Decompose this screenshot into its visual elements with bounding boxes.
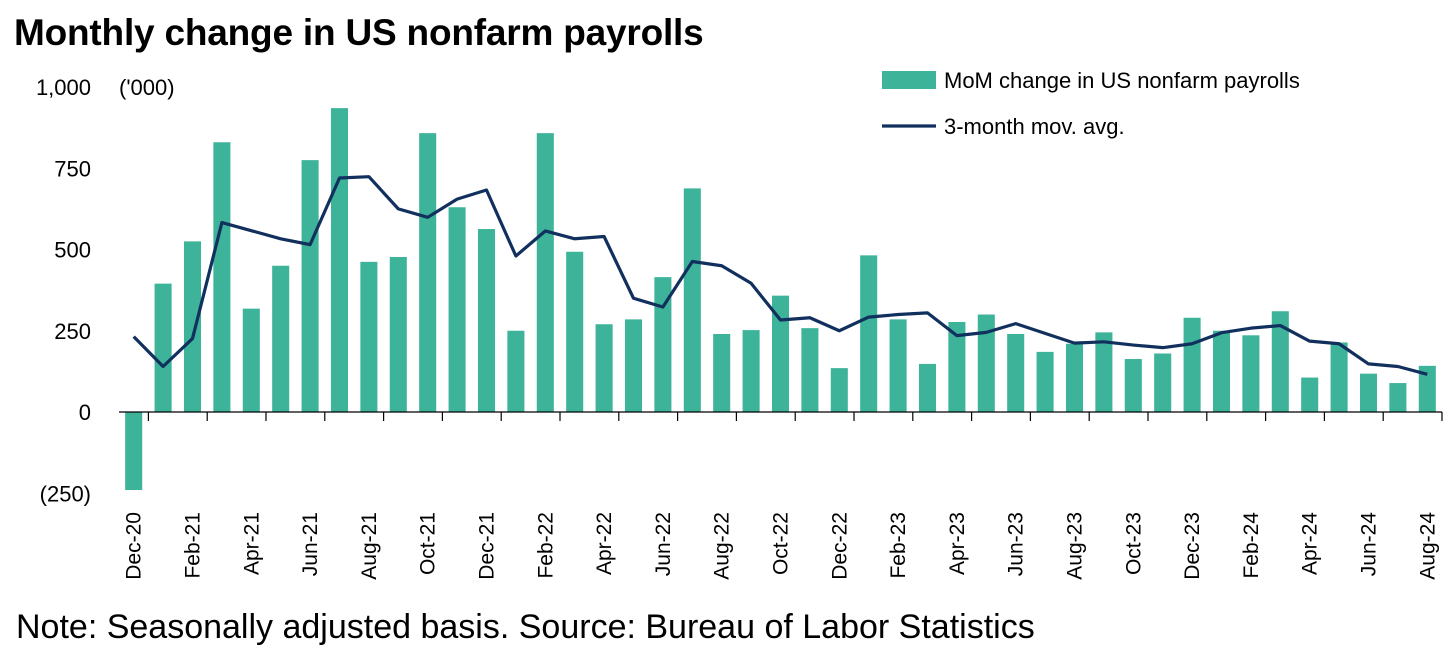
bar-Jan-21	[154, 283, 172, 413]
x-tick-label: Dec-22	[828, 512, 851, 580]
x-tick-label: Apr-24	[1299, 512, 1322, 575]
x-tick-label: Aug-22	[711, 512, 734, 580]
bar-Dec-22	[830, 368, 848, 413]
bar-Jan-22	[507, 330, 525, 412]
bar-Jul-21	[330, 108, 349, 413]
y-tick-label: 1,000	[36, 75, 91, 100]
bar-Dec-21	[477, 229, 496, 412]
bar-Jan-23	[860, 255, 878, 412]
y-tick-label: 250	[54, 319, 91, 344]
x-tick-label: Aug-23	[1064, 512, 1087, 580]
x-tick-label: Oct-23	[1122, 512, 1145, 575]
x-tick-label: Oct-21	[417, 512, 440, 575]
bar-Feb-24	[1242, 335, 1260, 412]
bar-Apr-24	[1301, 377, 1319, 412]
bar-Feb-22	[536, 133, 554, 412]
moving-average-line	[132, 175, 1428, 376]
bar-Mar-22	[566, 251, 584, 412]
y-axis-ticks: (250) 0 250 500 750 1,000 ('000)	[36, 75, 175, 506]
bar-Sep-23	[1095, 332, 1113, 413]
bar-Jul-23	[1036, 351, 1054, 413]
legend-bar-label: MoM change in US nonfarm payrolls	[944, 68, 1300, 93]
x-tick-label: Jun-21	[299, 512, 322, 576]
x-tick-label: Jun-22	[652, 512, 675, 576]
bar-Sep-21	[389, 256, 407, 413]
x-tick-label: Apr-23	[946, 512, 969, 575]
bar-Sep-22	[742, 330, 760, 412]
x-tick-label: Feb-23	[887, 512, 910, 579]
x-tick-label: Apr-21	[240, 512, 263, 575]
x-tick-label: Apr-22	[593, 512, 616, 575]
bar-Mar-24	[1271, 311, 1289, 412]
y-tick-label: 750	[54, 156, 91, 181]
bar-Oct-23	[1124, 359, 1142, 412]
bar-Feb-21	[183, 241, 202, 413]
bar-May-22	[624, 319, 643, 413]
x-tick-label: Dec-23	[1181, 512, 1204, 580]
x-tick-label: Aug-24	[1416, 512, 1439, 580]
line-series	[132, 175, 1428, 376]
bar-May-23	[977, 314, 995, 412]
bar-Feb-23	[889, 319, 907, 413]
bar-series	[125, 108, 1436, 490]
bar-Jun-23	[1007, 334, 1025, 412]
bar-Nov-21	[448, 207, 466, 412]
bar-Nov-23	[1154, 353, 1172, 412]
x-tick-label: Dec-21	[476, 512, 499, 580]
x-tick-label: Jun-24	[1358, 512, 1381, 577]
bar-Oct-22	[771, 295, 790, 412]
bar-Jun-21	[301, 160, 319, 413]
footnote: Note: Seasonally adjusted basis. Source:…	[16, 608, 1035, 646]
bar-Oct-21	[419, 133, 437, 412]
bar-Jul-24	[1389, 383, 1407, 412]
bar-Mar-21	[213, 142, 231, 412]
legend-line-label: 3-month mov. avg.	[944, 114, 1125, 139]
bar-May-21	[272, 265, 290, 412]
x-tick-label: Feb-22	[534, 512, 557, 579]
x-tick-label: Oct-22	[770, 512, 793, 575]
bar-Dec-23	[1183, 317, 1201, 412]
y-tick-label: (250)	[40, 481, 91, 506]
bar-Jan-24	[1212, 330, 1231, 412]
x-tick-label: Feb-21	[182, 512, 205, 579]
bar-Jun-24	[1359, 373, 1378, 412]
y-tick-label: 0	[79, 400, 91, 425]
y-tick-label: 500	[54, 238, 91, 263]
chart-title: Monthly change in US nonfarm payrolls	[14, 12, 704, 53]
bar-Jun-22	[654, 277, 672, 413]
x-tick-label: Feb-24	[1240, 512, 1263, 579]
bar-Aug-21	[360, 261, 378, 412]
bar-Apr-22	[595, 324, 613, 412]
bar-Aug-22	[713, 334, 731, 412]
bar-Aug-24	[1418, 365, 1436, 412]
x-tick-label: Dec-20	[123, 512, 146, 580]
x-tick-label: Aug-21	[358, 512, 381, 580]
bar-Jul-22	[683, 188, 701, 412]
x-axis-ticks: Dec-20 Feb-21 Apr-21 Jun-21 Aug-21 Oct-21 Dec-…	[123, 512, 1440, 580]
bar-Dec-20	[125, 412, 143, 490]
bar-Apr-21	[242, 308, 260, 412]
bar-Nov-22	[801, 328, 819, 412]
x-tick-label: Jun-23	[1005, 512, 1028, 576]
bar-Apr-23	[948, 321, 966, 413]
axes	[119, 411, 1443, 421]
legend-bar-swatch	[882, 71, 936, 89]
legend: MoM change in US nonfarm payrolls 3-month…	[882, 68, 1300, 139]
bar-Mar-23	[918, 363, 937, 412]
bar-Aug-23	[1065, 343, 1084, 412]
bar-May-24	[1330, 342, 1348, 412]
y-unit-label: ('000)	[119, 75, 175, 100]
